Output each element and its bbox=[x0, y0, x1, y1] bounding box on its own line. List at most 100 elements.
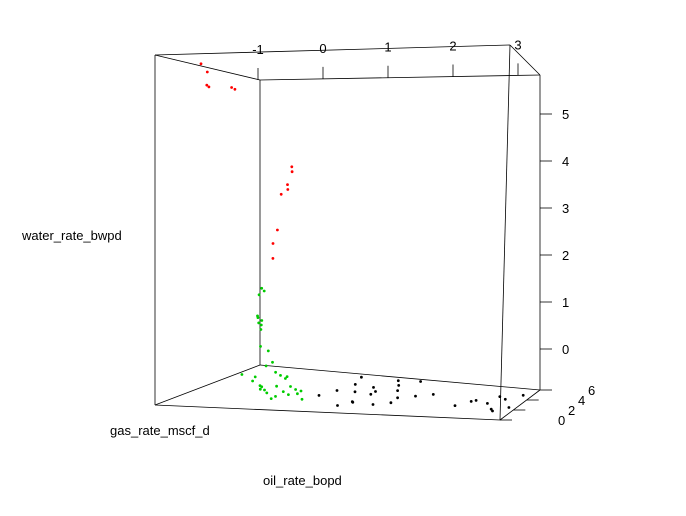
top-axis-tick-label: -1 bbox=[252, 42, 264, 57]
data-point bbox=[486, 402, 489, 405]
data-point bbox=[253, 375, 257, 379]
box-edge bbox=[154, 364, 261, 406]
y-axis-label: water_rate_bwpd bbox=[22, 228, 122, 243]
data-point bbox=[396, 389, 399, 392]
data-point bbox=[414, 394, 417, 398]
box-edge bbox=[259, 74, 541, 81]
plot-box bbox=[154, 44, 541, 421]
x-axis-label: gas_rate_mscf_d bbox=[110, 423, 210, 438]
data-point bbox=[258, 384, 262, 387]
data-point bbox=[258, 387, 262, 391]
data-point bbox=[290, 165, 294, 169]
box-edge bbox=[154, 404, 501, 421]
data-point bbox=[491, 409, 494, 413]
data-point bbox=[271, 257, 275, 260]
data-point bbox=[251, 379, 255, 383]
data-point bbox=[353, 383, 357, 386]
depth-axis-tick-label: 4 bbox=[578, 393, 585, 408]
data-point bbox=[371, 403, 375, 406]
data-point bbox=[205, 83, 209, 87]
top-axis-tick-label: 2 bbox=[449, 39, 456, 54]
data-point bbox=[269, 397, 273, 400]
top-axis-tick-label: 1 bbox=[384, 40, 391, 55]
right-axis-tick-label: 4 bbox=[562, 154, 569, 169]
data-point bbox=[351, 400, 355, 404]
data-point bbox=[503, 397, 507, 401]
data-point bbox=[240, 373, 244, 376]
depth-axis-tick-label: 0 bbox=[558, 413, 565, 428]
data-point bbox=[353, 390, 357, 394]
data-point bbox=[233, 87, 237, 91]
data-point bbox=[374, 390, 377, 393]
data-point bbox=[259, 323, 263, 327]
data-point bbox=[396, 396, 399, 400]
data-point bbox=[335, 389, 339, 392]
box-edge bbox=[259, 364, 541, 391]
data-point bbox=[431, 393, 435, 396]
data-point bbox=[419, 380, 422, 383]
data-point bbox=[271, 360, 274, 364]
data-point bbox=[286, 183, 289, 187]
data-point bbox=[257, 293, 261, 297]
data-point bbox=[286, 188, 290, 191]
data-point bbox=[369, 392, 373, 396]
depth-axis-tick-label: 6 bbox=[588, 383, 595, 398]
data-point bbox=[260, 286, 264, 290]
data-point bbox=[296, 392, 299, 396]
data-point bbox=[474, 399, 478, 402]
data-point bbox=[257, 321, 261, 325]
data-point bbox=[265, 391, 269, 395]
data-point bbox=[372, 386, 375, 389]
data-point bbox=[266, 349, 270, 353]
data-point bbox=[360, 375, 363, 379]
data-point bbox=[294, 388, 297, 391]
data-point bbox=[290, 170, 294, 174]
data-point bbox=[469, 400, 473, 403]
data-point bbox=[274, 395, 277, 398]
right-axis-tick-label: 2 bbox=[562, 248, 569, 263]
data-point bbox=[256, 314, 259, 318]
box-edge bbox=[499, 389, 541, 421]
data-point bbox=[207, 85, 211, 89]
right-axis-tick-label: 1 bbox=[562, 295, 569, 310]
depth-axis-tick-label: 2 bbox=[568, 403, 575, 418]
data-point bbox=[284, 377, 287, 380]
right-axis-tick-label: 0 bbox=[562, 342, 569, 357]
data-point bbox=[230, 86, 234, 89]
box-edge bbox=[154, 54, 261, 81]
box-edge bbox=[509, 44, 541, 76]
data-point bbox=[281, 390, 285, 393]
data-point bbox=[264, 364, 268, 368]
box-edge bbox=[499, 44, 511, 421]
data-point bbox=[205, 70, 209, 74]
data-point bbox=[274, 370, 277, 374]
data-point bbox=[287, 393, 290, 396]
data-point bbox=[336, 404, 339, 407]
data-point bbox=[396, 379, 400, 383]
data-point bbox=[271, 242, 275, 245]
box-edge bbox=[154, 44, 511, 56]
z-axis-label: oil_rate_bopd bbox=[263, 473, 342, 488]
data-point bbox=[279, 192, 283, 196]
data-point bbox=[199, 62, 203, 66]
top-axis-tick-label: 3 bbox=[514, 37, 521, 52]
data-point bbox=[276, 228, 279, 232]
data-points bbox=[199, 62, 525, 413]
top-axis: -1 0 1 2 3 bbox=[252, 37, 522, 81]
data-point bbox=[275, 384, 278, 388]
data-point bbox=[259, 345, 262, 348]
data-point bbox=[279, 374, 282, 377]
top-axis-tick-label: 0 bbox=[319, 41, 326, 56]
data-point bbox=[453, 404, 457, 407]
data-point bbox=[260, 319, 264, 322]
data-point bbox=[289, 385, 292, 388]
right-axis-tick-label: 5 bbox=[562, 107, 569, 122]
data-point bbox=[507, 406, 511, 409]
data-point bbox=[317, 394, 321, 397]
data-point bbox=[300, 397, 304, 401]
right-axis: 0 1 2 3 4 5 bbox=[540, 107, 569, 357]
right-axis-tick-label: 3 bbox=[562, 201, 569, 216]
data-point bbox=[262, 289, 266, 293]
